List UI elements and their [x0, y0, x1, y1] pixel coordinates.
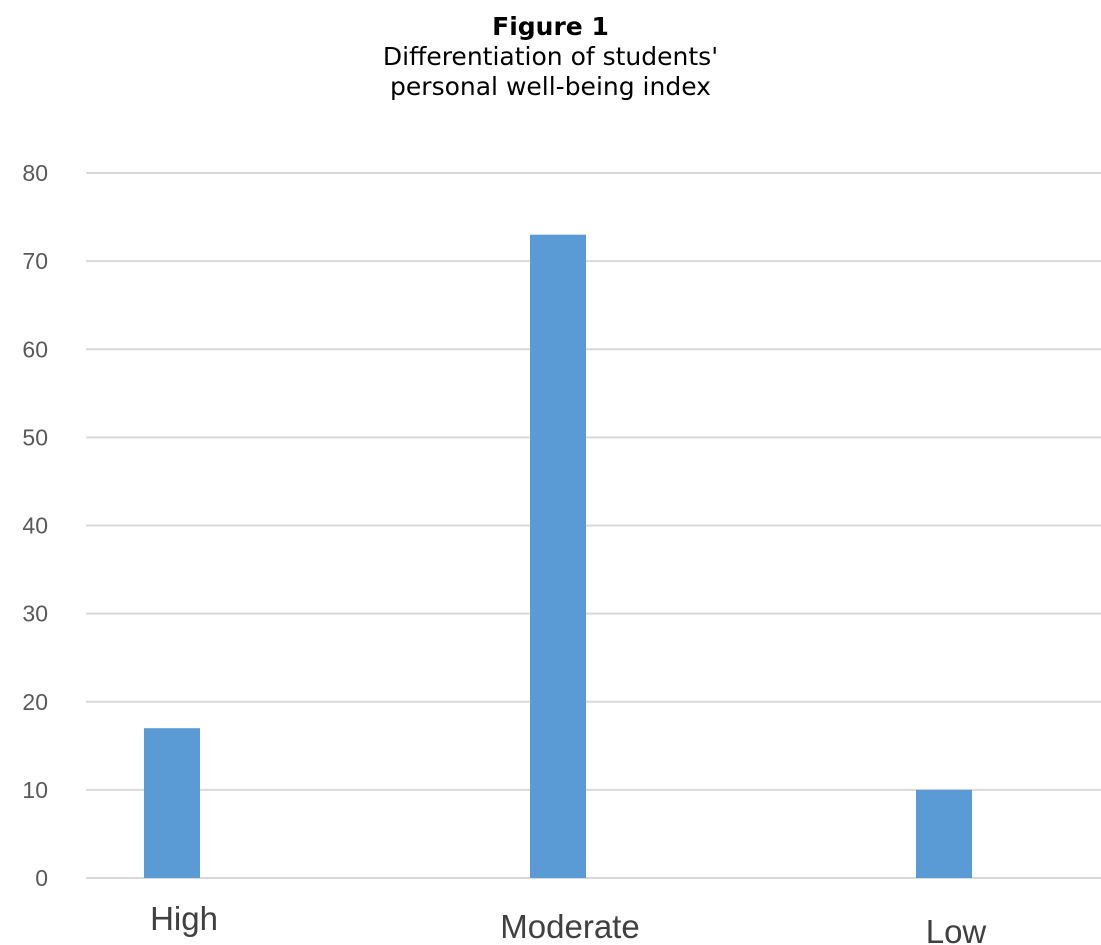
y-tick-label: 0 [35, 865, 48, 891]
y-tick-label: 10 [22, 777, 48, 803]
y-tick-label: 60 [22, 336, 48, 362]
figure-caption-line-1: Differentiation of students' [382, 42, 719, 71]
y-tick-label: 40 [22, 513, 48, 539]
bar-moderate [530, 234, 586, 878]
x-axis-categories: High Moderate Low [150, 900, 986, 945]
figure-caption-line-2: personal well-being index [390, 72, 711, 101]
bar-low [916, 789, 972, 878]
gridlines [86, 172, 1101, 879]
bar-high [144, 728, 200, 878]
y-tick-label: 50 [22, 424, 48, 450]
y-tick-label: 20 [22, 689, 48, 715]
bars [144, 234, 972, 878]
y-tick-label: 80 [22, 160, 48, 186]
category-label-moderate: Moderate [500, 908, 639, 945]
category-label-low: Low [926, 913, 987, 945]
figure-header: Figure 1 Differentiation of students' pe… [0, 12, 1101, 102]
y-tick-label: 70 [22, 248, 48, 274]
y-axis-ticks: 0 10 20 30 40 50 60 70 80 [22, 160, 48, 891]
figure-label: Figure 1 [492, 12, 609, 41]
y-tick-label: 30 [22, 601, 48, 627]
category-label-high: High [150, 900, 218, 937]
